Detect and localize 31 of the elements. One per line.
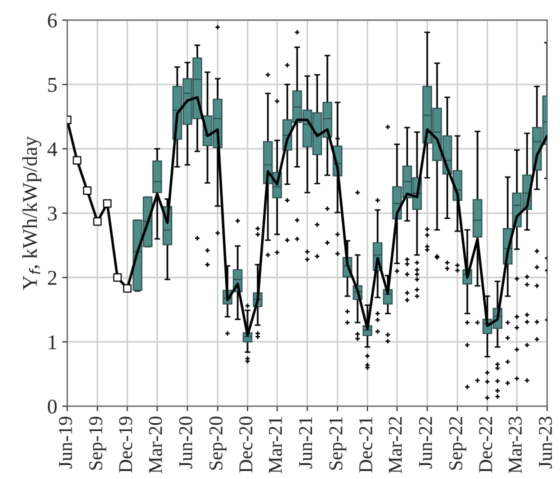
x-tick-label: Dec-20 <box>239 416 252 473</box>
x-tick-label: Jun-22 <box>419 416 432 468</box>
point <box>113 273 122 282</box>
x-tick-label: Sep-19 <box>89 416 106 470</box>
point <box>123 284 132 293</box>
x-tick-label: Sep-20 <box>209 416 226 470</box>
x-tick-label: Mar-23 <box>508 416 522 474</box>
y-tick-label: 4 <box>47 142 58 156</box>
y-tick-label: 6 <box>48 14 57 28</box>
y-tick-label: 5 <box>48 78 57 92</box>
y-tick-label: 3 <box>48 206 57 221</box>
x-tick-label: Mar-22 <box>388 416 402 474</box>
x-tick-label: Sep-22 <box>449 416 466 470</box>
y-tick-label: 1 <box>48 335 56 350</box>
y-tick-label: 2 <box>48 270 56 285</box>
x-tick-label: Mar-20 <box>148 416 162 474</box>
x-tick-label: Jun-20 <box>179 416 192 468</box>
y-tick-label: 0 <box>48 400 57 414</box>
point <box>83 186 92 195</box>
x-tick-label: Jun-19 <box>59 416 72 468</box>
x-tick-label: Dec-22 <box>479 416 492 473</box>
point <box>93 217 102 226</box>
x-tick-label: Dec-19 <box>119 416 132 473</box>
x-tick-label: Sep-21 <box>329 417 346 470</box>
x-tick-label: Jun-21 <box>299 417 312 468</box>
point <box>72 156 82 165</box>
x-tick-label: Dec-21 <box>359 417 372 473</box>
point <box>103 199 112 208</box>
x-tick-label: Jun-23 <box>538 416 552 468</box>
x-tick-label: Mar-21 <box>268 417 282 474</box>
y-axis-title: Y$_{f}$, kWh/kWp/day <box>22 136 42 290</box>
